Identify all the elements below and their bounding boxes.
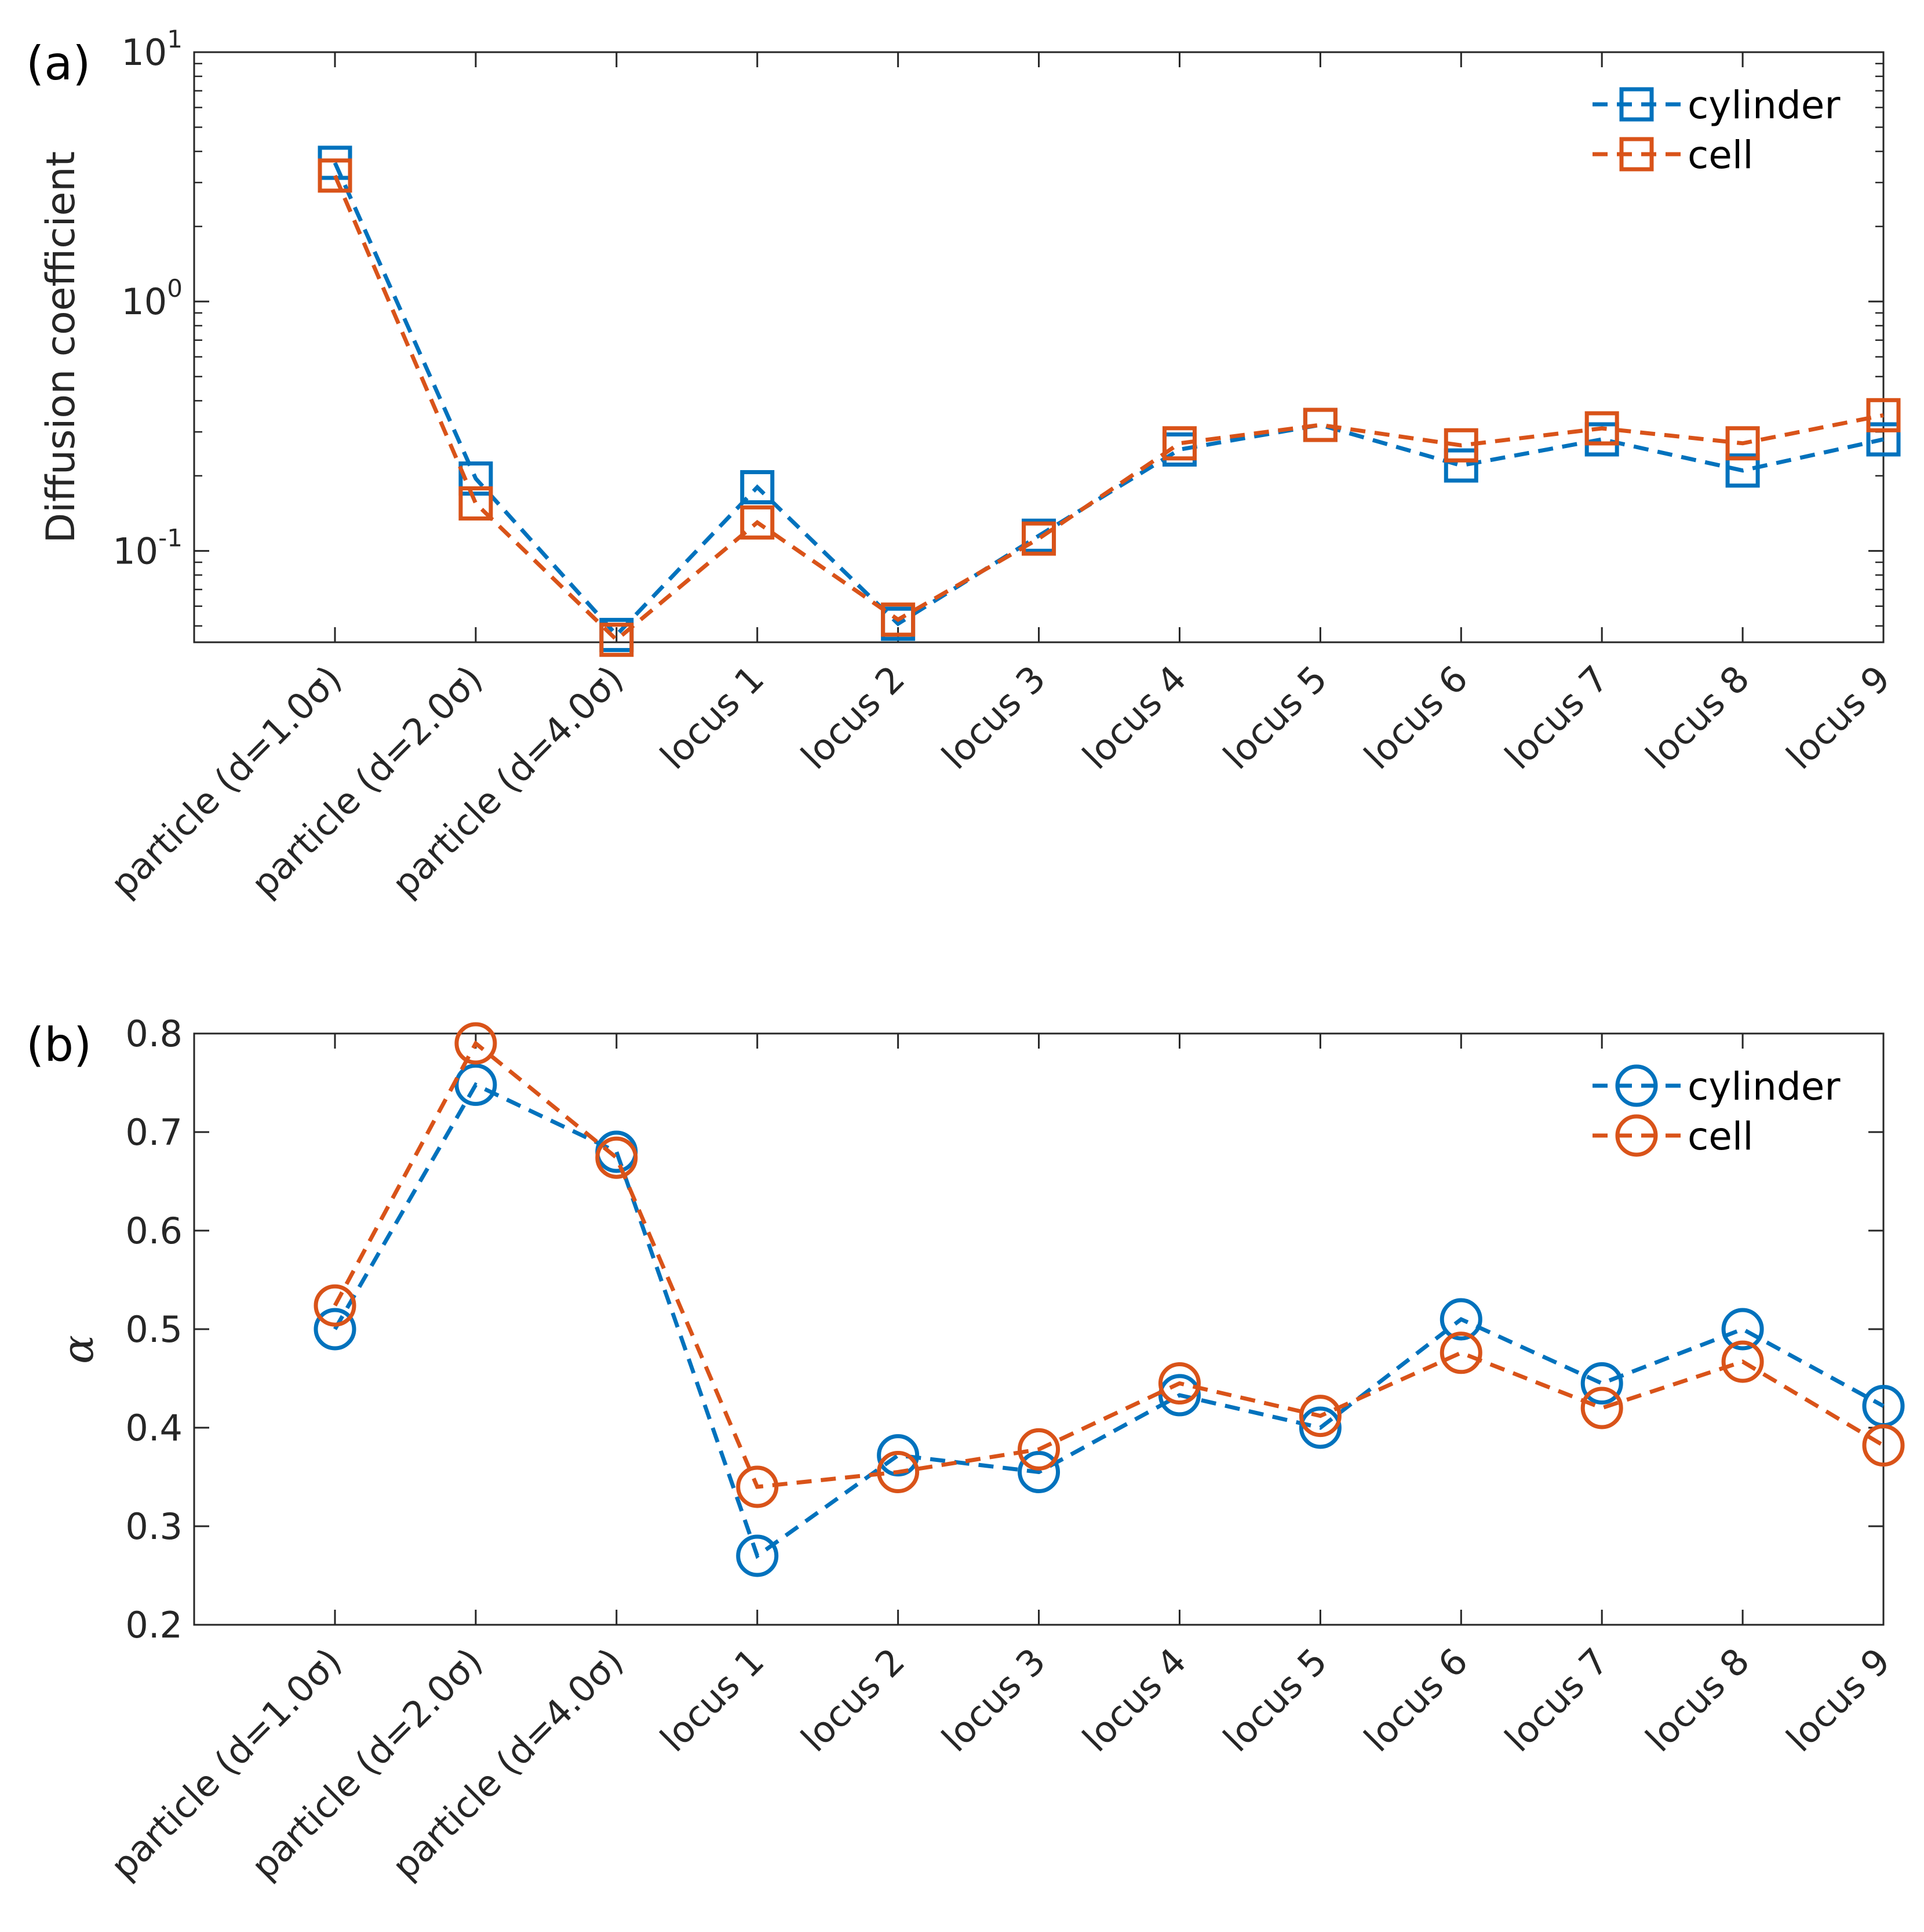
data-point-cell (1022, 521, 1056, 556)
y-tick-label: 101 (121, 25, 183, 74)
data-point-cylinder (1721, 1308, 1764, 1351)
data-point-cell (1580, 1387, 1623, 1429)
y-tick-label: 0.8 (125, 1013, 183, 1055)
data-point-cell (1440, 1331, 1482, 1374)
y-axis-label: α (53, 1335, 103, 1364)
y-axis-label: Diffusion coefficient (38, 151, 84, 543)
data-point-cell (1162, 426, 1197, 461)
data-point-cell (1158, 1362, 1201, 1405)
data-point-cell (454, 1022, 497, 1065)
panel-label: (b) (26, 1018, 92, 1072)
data-point-cell (318, 158, 352, 193)
panel-label: (a) (26, 37, 90, 90)
data-point-cylinder (1866, 422, 1901, 457)
y-tick-label: 0.2 (125, 1604, 183, 1646)
data-point-cylinder (1444, 448, 1478, 483)
data-point-cell (740, 505, 775, 540)
legend-marker-cell (1615, 1114, 1658, 1157)
data-point-cylinder (1299, 1406, 1342, 1449)
data-point-cell (1866, 398, 1901, 432)
legend-label-cell: cell (1688, 1114, 1754, 1159)
legend-marker-cell (1619, 137, 1654, 172)
data-point-cell (1444, 428, 1478, 463)
data-point-cylinder (740, 470, 775, 505)
legend-label-cell: cell (1688, 133, 1754, 177)
data-point-cell (595, 1136, 638, 1179)
data-point-cell (881, 602, 916, 637)
data-point-cell (1725, 426, 1760, 461)
data-point-cylinder (1580, 1362, 1623, 1405)
y-tick-label: 10-1 (112, 523, 183, 572)
data-point-cell (1862, 1424, 1905, 1467)
data-point-cell (1721, 1340, 1764, 1383)
data-point-cell (314, 1284, 356, 1327)
y-tick-label: 100 (121, 274, 183, 323)
legend-label-cylinder: cylinder (1688, 83, 1841, 128)
data-point-cylinder (1725, 453, 1760, 488)
y-tick-label: 0.5 (125, 1308, 183, 1351)
data-point-cell (599, 623, 634, 657)
legend-marker-cylinder (1615, 1064, 1658, 1107)
y-tick-label: 0.7 (125, 1111, 183, 1154)
series-line-cell (333, 1040, 1885, 1489)
data-point-cylinder (877, 1434, 920, 1477)
data-point-cell (458, 486, 493, 521)
data-point-cylinder (458, 461, 493, 496)
data-point-cell (1584, 411, 1619, 446)
data-point-cell (1303, 407, 1338, 442)
series-line-cell (333, 174, 1884, 643)
data-point-cylinder (454, 1063, 497, 1106)
data-point-cylinder (1018, 1451, 1061, 1493)
data-point-cylinder (736, 1534, 779, 1577)
data-point-cell (1299, 1395, 1342, 1438)
data-point-cylinder (1440, 1298, 1482, 1341)
data-point-cell (1018, 1428, 1061, 1471)
y-tick-label: 0.4 (125, 1407, 183, 1449)
y-tick-label: 0.3 (125, 1505, 183, 1548)
legend-marker-cylinder (1619, 87, 1654, 122)
data-point-cylinder (314, 1308, 356, 1351)
y-tick-label: 0.6 (125, 1210, 183, 1252)
data-point-cell (736, 1465, 779, 1508)
legend-label-cylinder: cylinder (1688, 1064, 1841, 1109)
data-point-cylinder (1158, 1374, 1201, 1417)
data-point-cell (877, 1451, 920, 1493)
